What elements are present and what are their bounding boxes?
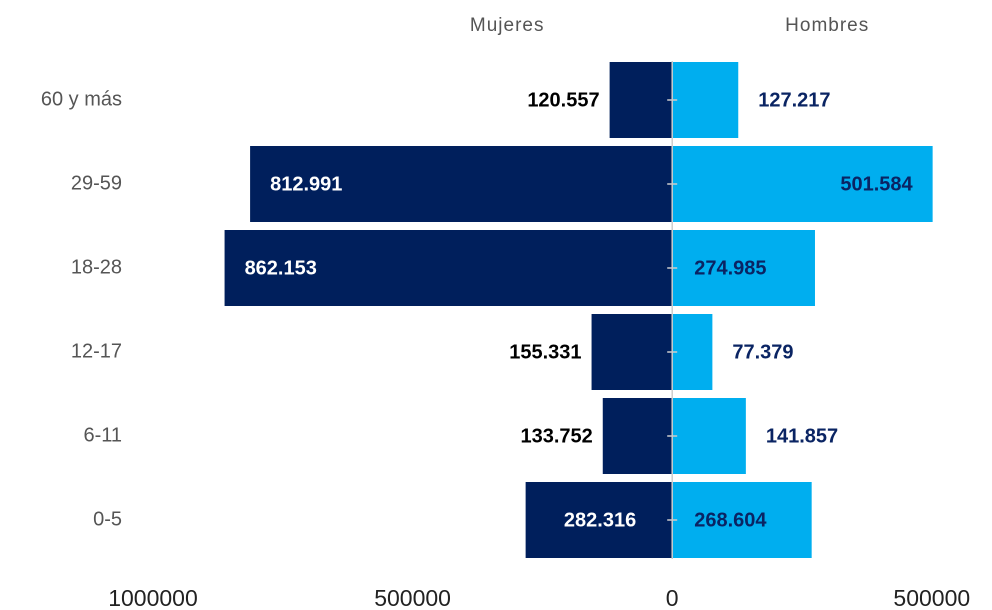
bar (672, 230, 815, 306)
category-label: 18-28 (71, 256, 122, 278)
value-label: 120.557 (527, 89, 599, 111)
bar (609, 62, 673, 138)
x-tick-label: 500000 (893, 585, 970, 610)
bar (250, 146, 673, 222)
value-label: 862.153 (245, 257, 317, 279)
bar (672, 398, 746, 474)
bar (591, 314, 673, 390)
category-label: 12-17 (71, 340, 122, 362)
series-label: Hombres (785, 15, 869, 36)
value-label: 274.985 (694, 257, 766, 279)
bar (672, 314, 713, 390)
value-label: 141.857 (766, 425, 838, 447)
bar (672, 146, 933, 222)
x-tick-label: 500000 (374, 585, 451, 610)
value-label: 282.316 (564, 509, 636, 531)
value-label: 127.217 (758, 89, 830, 111)
bar (672, 62, 739, 138)
value-label: 268.604 (694, 509, 767, 531)
bar (672, 482, 812, 558)
category-label: 60 y más (41, 88, 122, 110)
category-label: 0-5 (93, 508, 122, 530)
series-label: Mujeres (470, 15, 545, 36)
x-tick-label: 0 (666, 585, 679, 610)
category-label: 29-59 (71, 172, 122, 194)
value-label: 501.584 (840, 173, 913, 195)
x-tick-label: 1000000 (108, 585, 198, 610)
bar (224, 230, 673, 306)
bar (525, 482, 673, 558)
value-label: 133.752 (520, 425, 592, 447)
bar (602, 398, 673, 474)
value-label: 812.991 (270, 173, 342, 195)
category-label: 6-11 (83, 424, 122, 446)
value-label: 77.379 (732, 341, 793, 363)
value-label: 155.331 (509, 341, 581, 363)
